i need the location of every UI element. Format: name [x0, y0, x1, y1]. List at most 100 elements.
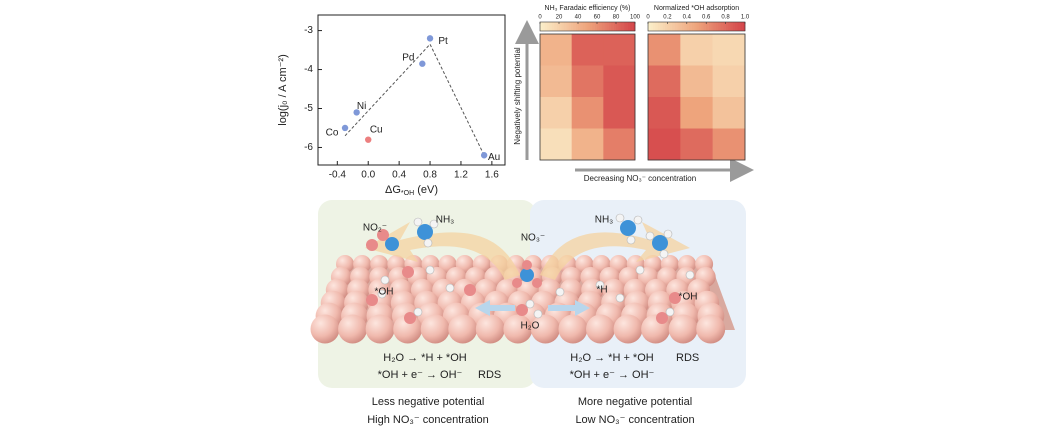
equation: H₂O → *H + *OH [383, 352, 466, 364]
colorbar-step [689, 22, 692, 31]
colorbar-label: NH₃ Faradaic efficiency (%) [545, 5, 631, 12]
colorbar-step [686, 22, 690, 31]
H-atom [635, 265, 645, 275]
colorbar-step [573, 22, 576, 31]
heatmap-cell [648, 128, 681, 161]
colorbar-step [630, 22, 633, 31]
colorbar-step [616, 22, 619, 31]
surface-atom [393, 314, 423, 344]
equation: *OH + e⁻ → OH⁻ [378, 369, 463, 381]
data-point [365, 136, 372, 143]
colorbar-step [711, 22, 714, 31]
heatmap-cell [603, 34, 636, 66]
heatmap-cell [540, 65, 572, 98]
O-atom [669, 292, 681, 304]
colorbar-step [599, 22, 603, 31]
H-atom [525, 299, 535, 309]
surface-atom [420, 314, 450, 344]
colorbar-step [604, 22, 607, 31]
surface-atom [668, 314, 698, 344]
H-atom [663, 229, 673, 239]
heatmap-cell [571, 128, 604, 161]
colorbar-step [740, 22, 743, 31]
colorbar-step [737, 22, 741, 31]
x-axis-label: ΔG*OH (eV) [385, 184, 438, 197]
y-axis-label: log(j₀ / A cm⁻²) [277, 54, 289, 126]
heatmap-cell [648, 34, 681, 66]
horizontal-arrow-label: Decreasing NO₃⁻ concentration [584, 174, 696, 183]
H-atom [533, 309, 543, 319]
point-label: Pd [402, 52, 414, 63]
colorbar-tick-label: 40 [575, 15, 582, 21]
colorbar-step [556, 22, 560, 31]
caption: Low NO₃⁻ concentration [575, 414, 694, 426]
surface-atom [586, 314, 615, 344]
colorbar-step [681, 22, 685, 31]
heatmap-cell [571, 65, 604, 98]
species-label: NO₃⁻ [521, 233, 545, 244]
colorbar-step [728, 22, 731, 31]
product-flow-left [365, 222, 520, 280]
heatmap-cell [712, 65, 746, 98]
data-point [419, 60, 426, 67]
heatmap-cell [648, 65, 681, 98]
transfer-arrow-left [475, 300, 515, 316]
point-label: Cu [370, 124, 383, 135]
x-tick-label: 0.0 [361, 170, 375, 181]
O-atom [656, 312, 668, 324]
y-tick-label: -6 [304, 142, 313, 153]
colorbar-step [551, 22, 555, 31]
O-atom [522, 260, 532, 270]
colorbar-tick-label: 20 [556, 15, 563, 21]
colorbar-step [549, 22, 553, 31]
data-point [341, 124, 349, 132]
species-label: *H [596, 285, 607, 296]
H-atom [626, 235, 636, 245]
colorbar-tick-label: 80 [613, 15, 620, 21]
species-label: *OH [679, 292, 698, 303]
colorbar-step [540, 22, 543, 31]
colorbar-step [601, 22, 605, 31]
x-tick-label: 0.4 [392, 170, 406, 181]
colorbar-step [554, 22, 557, 31]
colorbar-tick-label: 0.2 [663, 15, 672, 21]
O-atom [512, 278, 522, 288]
colorbar-step [625, 22, 629, 31]
H-atom [685, 270, 695, 280]
colorbar-step [578, 22, 581, 31]
colorbar-step [618, 22, 622, 31]
heatmap-cell [603, 65, 636, 98]
colorbar-step [672, 22, 675, 31]
equation: RDS [676, 352, 699, 364]
heatmap-frame [539, 33, 636, 161]
colorbar-step [730, 22, 734, 31]
x-tick-label: 1.2 [454, 170, 468, 181]
O-atom [366, 239, 378, 251]
colorbar-step [559, 22, 562, 31]
colorbar-step [561, 22, 565, 31]
colorbar-step [657, 22, 661, 31]
colorbar-step [706, 22, 709, 31]
colorbar-step [592, 22, 595, 31]
colorbar-step [594, 22, 598, 31]
species-label: NH₃ [436, 215, 455, 226]
trend-line [344, 43, 485, 156]
surface-atom [310, 314, 340, 344]
x-tick-label: -0.4 [329, 170, 347, 181]
H-atom [445, 283, 455, 293]
heatmap-cell [540, 128, 572, 161]
heatmap-cell [571, 97, 604, 129]
N-atom [385, 237, 399, 251]
colorbar-step [570, 22, 574, 31]
y-tick-label: -4 [304, 64, 313, 75]
point-label: Au [488, 152, 500, 163]
colorbar-step [623, 22, 626, 31]
point-label: Pt [438, 36, 448, 47]
colorbar-step [547, 22, 550, 31]
caption: High NO₃⁻ concentration [367, 414, 489, 426]
y-tick-label: -5 [304, 103, 313, 114]
colorbar-step [660, 22, 663, 31]
O-atom [402, 266, 414, 278]
colorbar-step [694, 22, 697, 31]
